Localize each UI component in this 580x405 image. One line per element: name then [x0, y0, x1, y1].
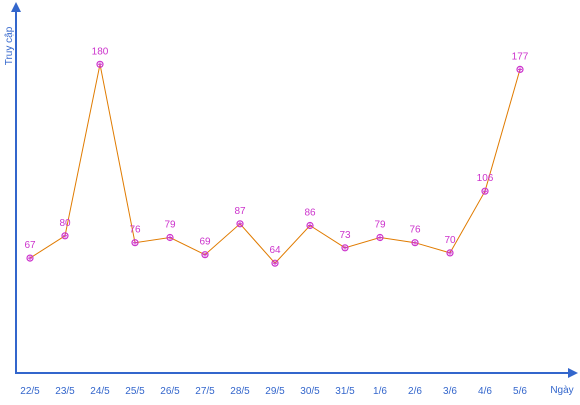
x-tick-label: 31/5	[335, 386, 355, 397]
x-tick-label: 28/5	[230, 386, 250, 397]
x-tick-label: 3/6	[443, 386, 457, 397]
data-point	[166, 233, 174, 242]
data-label: 87	[234, 206, 246, 217]
series-layer: 67 80 180 76 79 69 87 64 86 73 79 76 70 106 177	[24, 46, 529, 267]
x-tick-label: 1/6	[373, 386, 387, 397]
data-point	[96, 60, 104, 68]
data-label: 79	[374, 220, 386, 231]
y-axis-label: Truy cập	[4, 26, 15, 65]
data-label: 106	[477, 173, 494, 184]
x-tick-label: 29/5	[265, 386, 285, 397]
data-point	[236, 220, 244, 228]
x-tick-label: 5/6	[513, 386, 527, 397]
data-point	[481, 187, 489, 195]
data-label: 73	[339, 230, 351, 241]
x-tick-label: 2/6	[408, 386, 422, 397]
data-label: 180	[92, 46, 109, 57]
data-label: 177	[512, 51, 529, 62]
x-tick-label: 22/5	[20, 386, 40, 397]
x-tick-labels: 22/5 23/5 24/5 25/5 26/5 27/5 28/5 29/5 30/5 31/5…	[20, 386, 527, 397]
data-point	[131, 239, 139, 247]
data-label: 79	[164, 220, 176, 231]
data-point	[516, 65, 524, 74]
data-point	[201, 251, 209, 259]
data-point	[271, 259, 279, 267]
data-point	[446, 249, 454, 257]
x-tick-label: 25/5	[125, 386, 145, 397]
x-axis-label: Ngày	[550, 385, 573, 396]
y-axis-arrow	[11, 2, 21, 12]
data-point	[26, 254, 34, 262]
data-label: 70	[444, 235, 456, 246]
series-line	[29, 64, 521, 264]
chart-axes: Truy cập Ngày	[4, 2, 578, 396]
x-tick-label: 4/6	[478, 386, 492, 397]
data-point	[376, 233, 384, 242]
data-point	[341, 244, 349, 252]
data-label: 67	[24, 240, 36, 251]
x-tick-label: 27/5	[195, 386, 215, 397]
data-label: 69	[199, 237, 211, 248]
data-point	[61, 232, 69, 240]
data-label: 76	[129, 225, 141, 236]
x-tick-label: 23/5	[55, 386, 75, 397]
data-label: 64	[269, 245, 281, 256]
x-tick-label: 24/5	[90, 386, 110, 397]
data-label: 76	[409, 225, 421, 236]
data-point	[411, 239, 419, 247]
x-tick-label: 26/5	[160, 386, 180, 397]
x-tick-label: 30/5	[300, 386, 320, 397]
data-label: 86	[304, 208, 316, 219]
x-axis-arrow	[568, 368, 578, 378]
data-point	[306, 221, 314, 230]
data-label: 80	[59, 218, 71, 229]
